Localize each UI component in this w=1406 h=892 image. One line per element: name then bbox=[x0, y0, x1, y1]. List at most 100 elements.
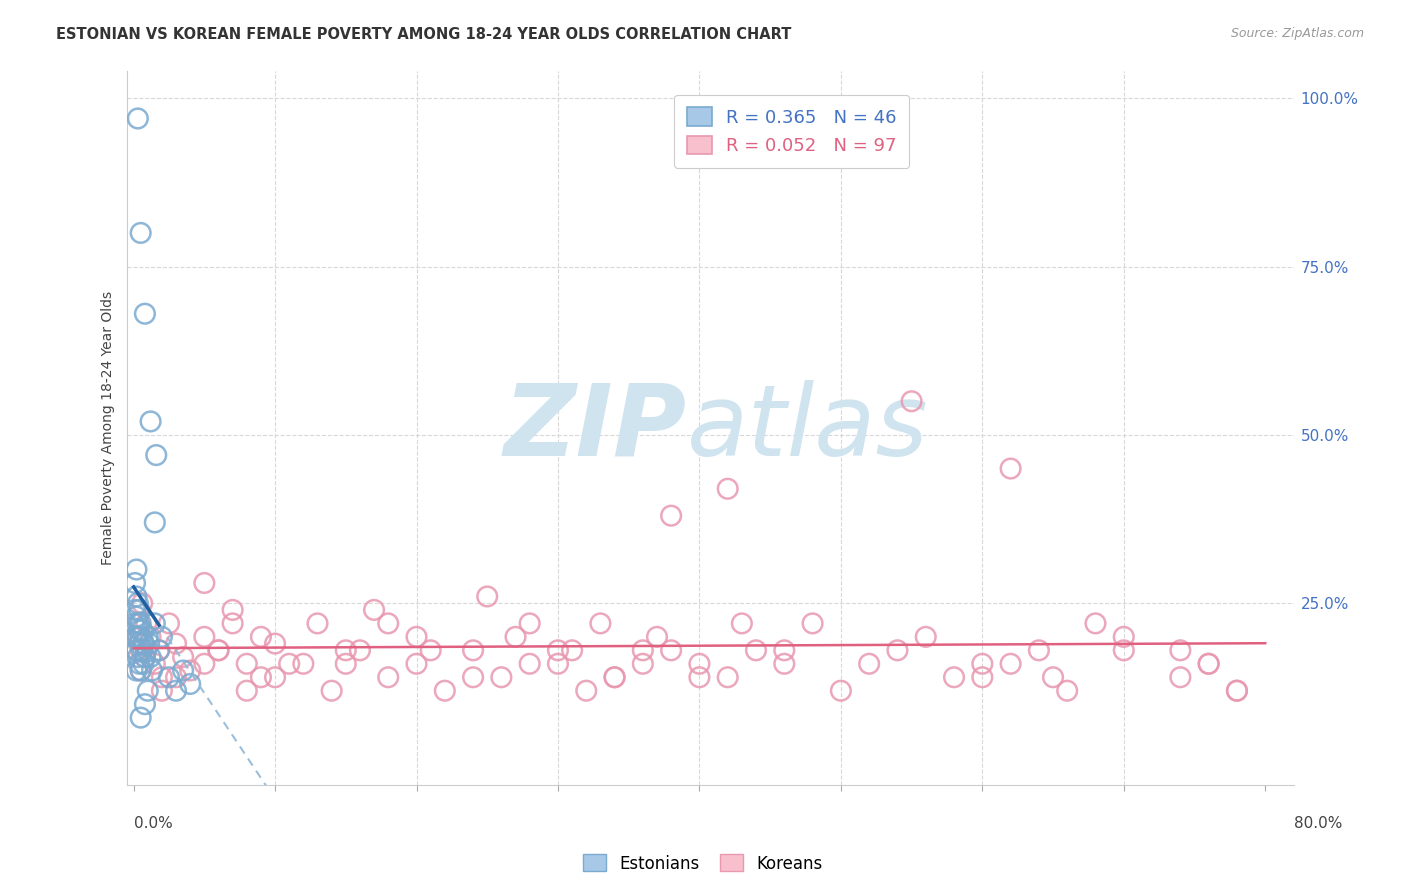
Point bbox=[134, 650, 156, 665]
Point bbox=[129, 630, 152, 644]
Point bbox=[830, 683, 852, 698]
Point bbox=[141, 664, 163, 678]
Point bbox=[221, 616, 243, 631]
Point bbox=[405, 630, 427, 644]
Point bbox=[377, 670, 399, 684]
Point bbox=[561, 643, 583, 657]
Point bbox=[129, 643, 152, 657]
Point bbox=[135, 643, 157, 657]
Point bbox=[1056, 683, 1078, 698]
Point bbox=[135, 616, 157, 631]
Point bbox=[193, 657, 215, 671]
Point bbox=[858, 657, 880, 671]
Point bbox=[1028, 643, 1050, 657]
Point bbox=[731, 616, 754, 631]
Point bbox=[1112, 630, 1135, 644]
Point bbox=[1170, 643, 1192, 657]
Point bbox=[127, 630, 149, 644]
Text: atlas: atlas bbox=[686, 380, 928, 476]
Text: 0.0%: 0.0% bbox=[134, 816, 173, 831]
Point bbox=[125, 609, 148, 624]
Point bbox=[134, 307, 156, 321]
Point bbox=[688, 670, 710, 684]
Point bbox=[129, 664, 152, 678]
Point bbox=[127, 630, 149, 644]
Text: Source: ZipAtlas.com: Source: ZipAtlas.com bbox=[1230, 27, 1364, 40]
Point bbox=[143, 616, 166, 631]
Point bbox=[145, 448, 167, 462]
Point bbox=[139, 414, 162, 428]
Point bbox=[134, 650, 156, 665]
Point bbox=[519, 616, 541, 631]
Point bbox=[128, 603, 150, 617]
Point bbox=[1000, 461, 1022, 475]
Point bbox=[134, 697, 156, 711]
Point bbox=[127, 650, 149, 665]
Point bbox=[1198, 657, 1220, 671]
Point bbox=[491, 670, 513, 684]
Point bbox=[129, 664, 152, 678]
Point bbox=[148, 643, 170, 657]
Point bbox=[1042, 670, 1064, 684]
Point bbox=[125, 643, 148, 657]
Point bbox=[505, 630, 527, 644]
Point bbox=[321, 683, 343, 698]
Point bbox=[914, 630, 936, 644]
Point bbox=[236, 683, 259, 698]
Point bbox=[132, 637, 155, 651]
Point bbox=[717, 482, 740, 496]
Point bbox=[127, 616, 149, 631]
Point bbox=[335, 657, 357, 671]
Point bbox=[131, 596, 153, 610]
Point bbox=[150, 630, 173, 644]
Point bbox=[419, 643, 441, 657]
Point bbox=[128, 637, 150, 651]
Point bbox=[433, 683, 456, 698]
Point bbox=[193, 576, 215, 591]
Point bbox=[1084, 616, 1107, 631]
Point bbox=[125, 562, 148, 576]
Point bbox=[278, 657, 301, 671]
Point bbox=[138, 637, 160, 651]
Point bbox=[264, 670, 287, 684]
Point bbox=[292, 657, 315, 671]
Point bbox=[136, 683, 159, 698]
Point bbox=[165, 683, 187, 698]
Text: 80.0%: 80.0% bbox=[1295, 816, 1343, 831]
Text: ESTONIAN VS KOREAN FEMALE POVERTY AMONG 18-24 YEAR OLDS CORRELATION CHART: ESTONIAN VS KOREAN FEMALE POVERTY AMONG … bbox=[56, 27, 792, 42]
Point bbox=[972, 670, 994, 684]
Point bbox=[461, 643, 484, 657]
Point bbox=[236, 657, 259, 671]
Point bbox=[132, 657, 155, 671]
Point bbox=[547, 657, 569, 671]
Point bbox=[943, 670, 966, 684]
Point bbox=[589, 616, 612, 631]
Point bbox=[128, 616, 150, 631]
Point bbox=[139, 650, 162, 665]
Point bbox=[335, 643, 357, 657]
Point bbox=[127, 630, 149, 644]
Point bbox=[603, 670, 626, 684]
Point bbox=[575, 683, 598, 698]
Point bbox=[886, 643, 908, 657]
Point bbox=[688, 657, 710, 671]
Point bbox=[129, 616, 152, 631]
Point bbox=[631, 643, 654, 657]
Text: ZIP: ZIP bbox=[503, 380, 686, 476]
Point bbox=[207, 643, 229, 657]
Point bbox=[547, 643, 569, 657]
Point bbox=[1112, 643, 1135, 657]
Point bbox=[477, 590, 499, 604]
Point bbox=[1170, 670, 1192, 684]
Point bbox=[132, 637, 155, 651]
Point bbox=[122, 616, 145, 631]
Point bbox=[125, 590, 148, 604]
Point bbox=[150, 670, 173, 684]
Point bbox=[519, 657, 541, 671]
Point bbox=[221, 603, 243, 617]
Point bbox=[125, 664, 148, 678]
Point bbox=[900, 394, 922, 409]
Point bbox=[172, 664, 194, 678]
Point bbox=[129, 226, 152, 240]
Point bbox=[124, 630, 146, 644]
